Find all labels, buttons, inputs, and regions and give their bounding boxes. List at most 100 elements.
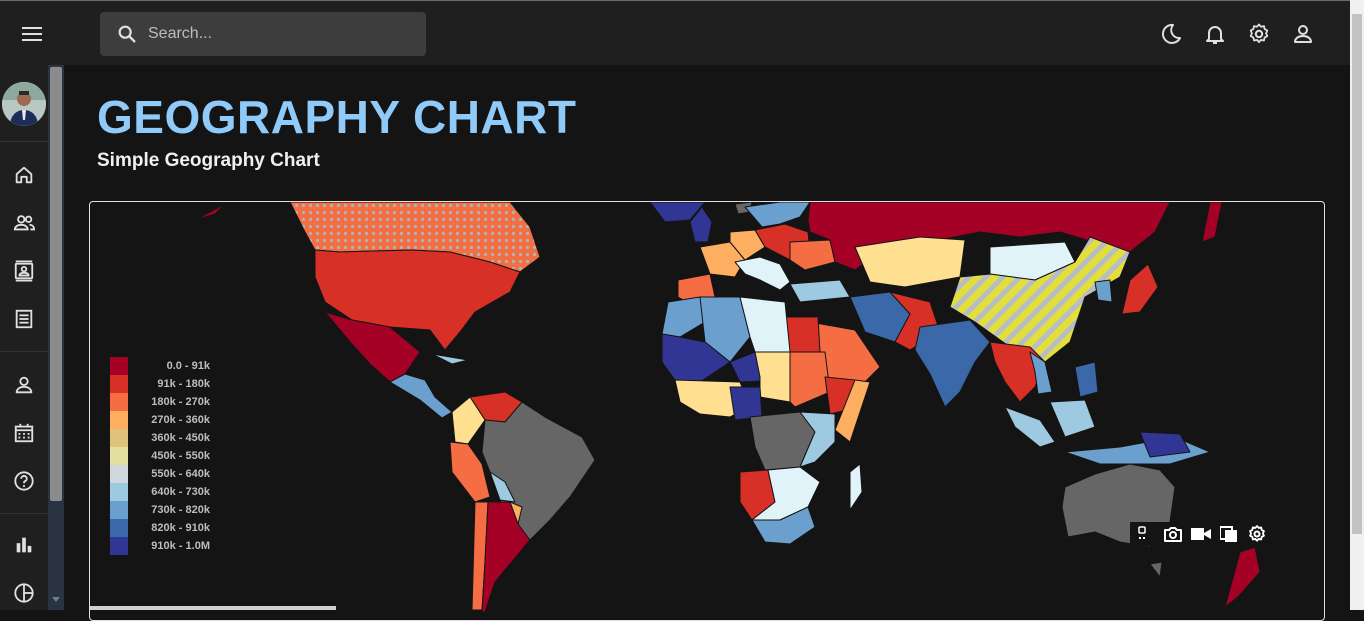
legend-item[interactable]: 730k - 820k [110,501,210,519]
legend-swatch [110,411,128,429]
legend-label: 450k - 550k [151,450,210,462]
legend-item[interactable]: 91k - 180k [110,375,210,393]
sidebar-scrollbar[interactable] [48,65,64,610]
legend-label: 820k - 910k [151,522,210,534]
region-madagascar [849,463,863,511]
region-colombia [451,396,486,445]
contacts-icon [14,260,34,282]
sidebar-item-contacts[interactable] [10,257,38,285]
menu-button[interactable] [16,20,48,48]
legend-label: 360k - 450k [151,432,210,444]
legend-item[interactable]: 360k - 450k [110,429,210,447]
search-icon [118,25,136,43]
bar-chart-icon [16,537,32,553]
sidebar-item-dashboard[interactable] [10,161,38,189]
legend-label: 910k - 1.0M [151,540,210,552]
region-philippines [1074,361,1099,398]
legend-swatch [110,519,128,537]
legend-item[interactable]: 270k - 360k [110,411,210,429]
region-libya [739,296,791,353]
region-borneo [1049,399,1096,438]
menu-icon [22,27,42,41]
legend-swatch [110,375,128,393]
region-united-states [314,249,521,351]
region-kamchatka [1201,202,1223,243]
legend-item[interactable]: 640k - 730k [110,483,210,501]
record-video-button[interactable] [1190,523,1212,545]
region-bolivia [489,471,516,503]
region-alaska [194,203,226,221]
sidebar-item-calendar[interactable] [10,419,38,447]
legend-label: 550k - 640k [151,468,210,480]
help-icon [14,471,34,491]
region-east-africa [799,411,836,468]
region-italy-balkans [734,256,791,291]
plotly-logo-icon [1138,526,1146,539]
region-korea [1094,279,1113,303]
chart-settings-button[interactable] [1246,523,1268,545]
region-russia [807,202,1171,271]
page-scrollbar[interactable] [1350,0,1364,610]
pie-chart-icon [14,583,34,603]
page-scroll-thumb[interactable] [1352,14,1362,534]
video-icon [1191,528,1211,540]
camera-icon [1164,527,1182,542]
avatar[interactable] [2,82,46,126]
legend-label: 180k - 270k [151,396,210,408]
region-germany [729,229,766,261]
notifications-button[interactable] [1201,19,1229,49]
sidebar-item-pie-chart[interactable] [10,579,38,607]
user-icon [1294,25,1312,43]
calendar-icon [14,423,34,443]
sidebar-item-faq[interactable] [10,467,38,495]
sidebar-scroll-thumb[interactable] [50,67,62,501]
legend-item[interactable]: 910k - 1.0M [110,537,210,555]
region-new-zealand [1224,546,1261,608]
people-icon [13,215,36,231]
world-map[interactable] [90,202,1325,621]
region-cuba [431,353,469,365]
scroll-down-arrow-icon[interactable] [52,597,60,602]
legend-swatch [110,429,128,447]
region-scandinavia [744,202,811,228]
chart-modebar [1130,522,1272,546]
region-south-africa [751,506,816,545]
legend-item[interactable]: 180k - 270k [110,393,210,411]
legend-item[interactable]: 450k - 550k [110,447,210,465]
region-turkey [789,279,851,303]
sidebar-item-invoices[interactable] [10,305,38,333]
region-ukraine [789,239,836,271]
region-morocco [661,296,706,338]
plotly-logo-button[interactable] [1134,523,1156,545]
dark-mode-toggle[interactable] [1157,19,1185,49]
region-uk [689,206,713,243]
region-mauritania-mali [661,333,731,383]
region-somalia [834,379,871,443]
region-algeria [699,296,751,363]
sidebar [0,65,48,610]
sidebar-item-bar-chart[interactable] [10,531,38,559]
region-greenland [649,202,706,223]
legend-item[interactable]: 820k - 910k [110,519,210,537]
legend-item[interactable]: 550k - 640k [110,465,210,483]
settings-button[interactable] [1245,19,1273,49]
moon-icon [1161,23,1181,44]
bell-icon [1206,26,1224,44]
search-box [100,12,426,56]
legend-item[interactable]: 0.0 - 91k [110,357,210,375]
legend-label: 91k - 180k [157,378,210,390]
download-png-button[interactable] [1162,523,1184,545]
person-icon [15,376,33,394]
sidebar-item-profile-form[interactable] [10,371,38,399]
region-central-america [389,373,453,419]
profile-button[interactable] [1289,19,1317,49]
page-title: GEOGRAPHY CHART [97,91,577,143]
chart-horizontal-scrollbar[interactable] [90,606,336,610]
search-input[interactable] [146,24,390,44]
legend-swatch [110,465,128,483]
geography-chart: 0.0 - 91k 91k - 180k 180k - 270k 270k - 360… [89,201,1325,621]
legend-swatch [110,537,128,555]
sidebar-item-team[interactable] [10,209,38,237]
region-india [914,319,991,408]
copy-button[interactable] [1218,523,1240,545]
